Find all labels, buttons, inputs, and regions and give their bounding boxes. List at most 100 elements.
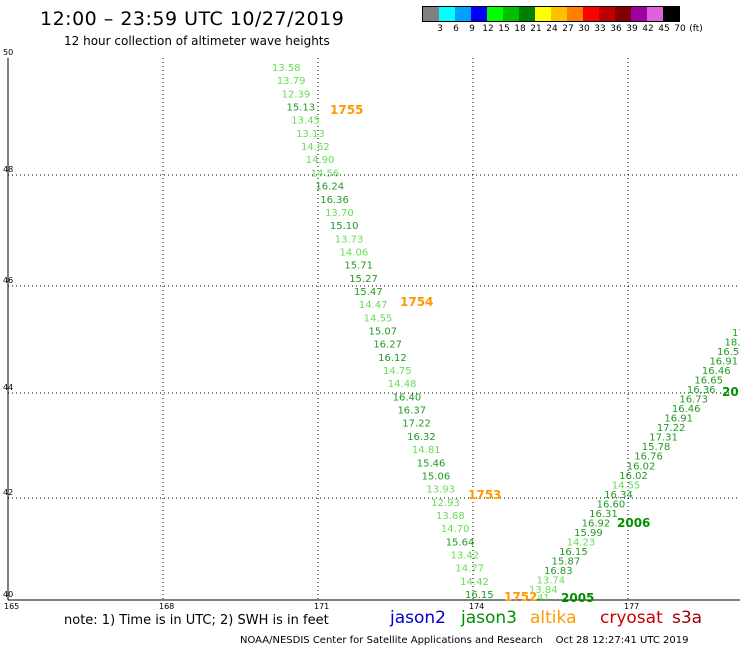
wave-height-value: 15.87 bbox=[552, 556, 581, 567]
wave-height-value: 16.32 bbox=[407, 432, 436, 443]
legend-label: 6 bbox=[453, 24, 459, 34]
lat-tick-label: 44 bbox=[3, 383, 13, 392]
lat-tick-label: 46 bbox=[3, 276, 13, 285]
wave-height-value: 13.68 bbox=[436, 511, 465, 522]
wave-height-value: 16.40 bbox=[393, 392, 422, 403]
lat-tick-label: 50 bbox=[3, 48, 13, 57]
wave-height-value: 14.06 bbox=[340, 247, 369, 258]
wave-height-value: 17.31 bbox=[649, 433, 678, 444]
wave-height-value: 13.13 bbox=[296, 129, 325, 140]
wave-height-value: 14.47 bbox=[359, 300, 388, 311]
wave-height-value: 15.13 bbox=[286, 103, 315, 114]
wave-height-value: 16.02 bbox=[619, 471, 648, 482]
legend-swatch bbox=[647, 7, 663, 21]
wave-height-value: 14.55 bbox=[612, 480, 641, 491]
wave-height-value: 16.15 bbox=[465, 590, 494, 601]
wave-height-value: 16.24 bbox=[315, 182, 344, 193]
lat-tick-label: 40 bbox=[3, 590, 13, 599]
wave-height-value: 15.71 bbox=[344, 261, 373, 272]
lat-tick-label: 42 bbox=[3, 488, 13, 497]
pass-time-label: 1753 bbox=[468, 488, 501, 502]
wave-height-value: 16.02 bbox=[627, 461, 656, 472]
wave-height-value: 13.74 bbox=[537, 575, 566, 586]
wave-height-value: 12.39 bbox=[282, 89, 311, 100]
legend-labels: 3 6 9 12 15 18 21 24 27 30 33 36 39 42 45 70 (ft) bbox=[422, 24, 703, 38]
wave-height-value: 16.27 bbox=[373, 340, 402, 351]
legend-swatch bbox=[631, 7, 647, 21]
legend-color-bar bbox=[422, 6, 680, 22]
legend-label: 45 bbox=[658, 24, 670, 34]
legend-label: 21 bbox=[530, 24, 542, 34]
legend-label: 33 bbox=[594, 24, 606, 34]
wave-height-value: 16.91 bbox=[664, 414, 693, 425]
wave-height-value: 16.65 bbox=[694, 376, 723, 387]
legend-swatch bbox=[487, 7, 503, 21]
legend-swatch bbox=[439, 7, 455, 21]
legend-label: 39 bbox=[626, 24, 638, 34]
legend-label: 9 bbox=[469, 24, 475, 34]
pass-time-label: 1754 bbox=[400, 295, 433, 309]
legend-swatch bbox=[535, 7, 551, 21]
legend-label: 30 bbox=[578, 24, 590, 34]
legend-label: 18 bbox=[514, 24, 526, 34]
wave-height-value: 16.60 bbox=[597, 499, 626, 510]
legend-swatch bbox=[615, 7, 631, 21]
wave-height-value: 16.83 bbox=[544, 566, 573, 577]
satellite-jason3: jason3 bbox=[461, 608, 517, 628]
legend-swatch bbox=[599, 7, 615, 21]
wave-height-value: 14.70 bbox=[441, 524, 470, 535]
legend-label: 70 bbox=[674, 24, 686, 34]
wave-height-value: 13.42 bbox=[451, 550, 480, 561]
legend-label: 27 bbox=[562, 24, 574, 34]
legend-label: 24 bbox=[546, 24, 558, 34]
pass-time-label: 20 bbox=[722, 385, 739, 399]
wave-height-value: 12.93 bbox=[431, 498, 460, 509]
page-subtitle: 12 hour collection of altimeter wave hei… bbox=[64, 34, 330, 48]
wave-height-value: 15.27 bbox=[349, 274, 378, 285]
legend-swatch bbox=[519, 7, 535, 21]
legend-label: (ft) bbox=[689, 24, 703, 34]
lon-tick-label: 177 bbox=[624, 602, 639, 611]
wave-height-value: 17.22 bbox=[657, 423, 686, 434]
wave-height-legend: 3 6 9 12 15 18 21 24 27 30 33 36 39 42 45 70 (ft) bbox=[422, 6, 703, 38]
lon-tick-label: 168 bbox=[159, 602, 174, 611]
wave-height-value: 16.76 bbox=[634, 452, 663, 463]
wave-height-value: 15.99 bbox=[574, 528, 603, 539]
wave-height-value: 13.84 bbox=[529, 585, 558, 596]
wave-height-value: 13.70 bbox=[325, 208, 354, 219]
wave-height-value: 13.79 bbox=[277, 76, 306, 87]
pass-time-label: 2006 bbox=[617, 516, 650, 530]
page-title: 12:00 – 23:59 UTC 10/27/2019 bbox=[40, 8, 345, 30]
wave-height-value: 14.56 bbox=[311, 168, 340, 179]
wave-height-value: 18. bbox=[724, 338, 740, 349]
wave-height-value: 15.06 bbox=[422, 471, 451, 482]
wave-height-value: 16.36 bbox=[687, 385, 716, 396]
wave-height-value: 16.12 bbox=[378, 353, 407, 364]
wave-height-value: 15.10 bbox=[330, 221, 359, 232]
legend-label: 15 bbox=[498, 24, 510, 34]
pass-time-label: 1752 bbox=[504, 590, 537, 604]
wave-height-value: 14.62 bbox=[301, 142, 330, 153]
wave-height-value: 17 bbox=[732, 328, 740, 339]
wave-height-value: 16.15 bbox=[559, 547, 588, 558]
credit-line: NOAA/NESDIS Center for Satellite Applica… bbox=[240, 635, 689, 646]
wave-height-value: 14.55 bbox=[364, 313, 393, 324]
satellite-altika: altika bbox=[530, 608, 577, 628]
wave-height-value: 17.22 bbox=[402, 419, 431, 430]
legend-swatch bbox=[455, 7, 471, 21]
legend-swatch bbox=[551, 7, 567, 21]
wave-height-value: 15.07 bbox=[369, 327, 398, 338]
wave-height-value: 15.78 bbox=[642, 442, 671, 453]
wave-height-value: 15.46 bbox=[417, 458, 446, 469]
lon-tick-label: 174 bbox=[469, 602, 484, 611]
wave-height-value: 13.58 bbox=[272, 63, 301, 74]
wave-height-value: 14.77 bbox=[455, 564, 484, 575]
legend-label: 3 bbox=[437, 24, 443, 34]
pass-time-label: 2005 bbox=[561, 591, 594, 605]
legend-swatch bbox=[423, 7, 439, 21]
wave-height-value: 14.90 bbox=[306, 155, 335, 166]
pass-time-label: 1755 bbox=[330, 103, 363, 117]
wave-height-value: 41 bbox=[537, 593, 550, 604]
credit-text: NOAA/NESDIS Center for Satellite Applica… bbox=[240, 635, 543, 646]
